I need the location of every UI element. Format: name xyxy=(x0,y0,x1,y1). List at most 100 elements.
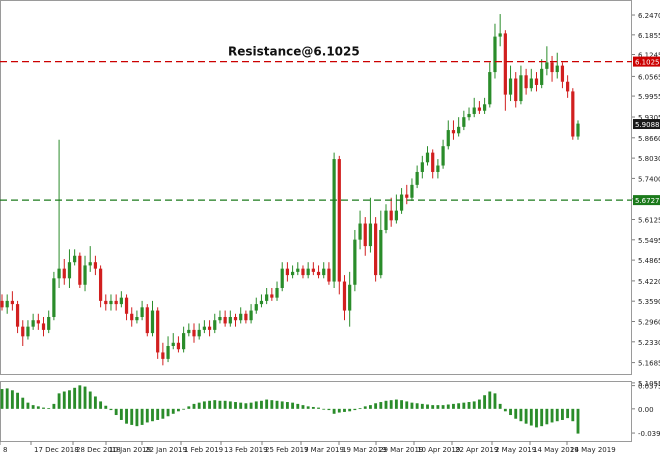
oscillator-bar xyxy=(213,400,217,409)
candle-body xyxy=(280,268,284,288)
oscillator-bar xyxy=(561,408,564,420)
candle-body xyxy=(57,268,61,279)
y-tick-label: 5.2960 xyxy=(638,319,660,327)
oscillator-bar xyxy=(10,390,14,409)
osc-y-tick-label: 0.00 xyxy=(638,406,654,414)
candle-body xyxy=(415,171,419,185)
oscillator-bar xyxy=(332,408,336,414)
x-tick-label: 22 Apr 2019 xyxy=(455,446,498,454)
candle-body xyxy=(182,333,186,350)
oscillator-bar xyxy=(566,408,570,419)
oscillator-bar xyxy=(358,408,362,410)
x-tick-label: 19 Mar 2019 xyxy=(342,446,386,454)
candle-body xyxy=(52,278,56,317)
oscillator-bar xyxy=(452,403,455,409)
oscillator-bar xyxy=(337,408,341,413)
osc-y-tick-label: 0.03757 xyxy=(638,383,660,391)
oscillator-bar xyxy=(125,408,128,424)
candle-body xyxy=(327,268,331,282)
resistance-annotation: Resistance@6.1025 xyxy=(228,45,360,59)
oscillator-bar xyxy=(415,403,419,409)
oscillator-bar xyxy=(462,402,466,409)
oscillator-bar xyxy=(239,402,243,409)
candle-body xyxy=(524,75,528,89)
y-tick-label: 6.2470 xyxy=(638,12,660,20)
candle-body xyxy=(498,33,502,37)
oscillator-bar xyxy=(301,405,305,409)
x-tick-label: 17 Dec 2018 xyxy=(34,446,79,454)
current-price-label: 5.9088 xyxy=(635,121,660,129)
candle-body xyxy=(389,210,393,221)
oscillator-bar xyxy=(296,403,300,409)
candle-body xyxy=(379,229,383,276)
candle-body xyxy=(529,78,533,89)
candle-body xyxy=(342,281,347,311)
candle-body xyxy=(254,304,258,311)
candle-body xyxy=(405,194,409,198)
oscillator-bar xyxy=(343,408,346,412)
candle-body xyxy=(477,107,482,111)
oscillator-bar xyxy=(140,408,144,425)
oscillator-bar xyxy=(197,402,201,409)
oscillator-bar xyxy=(244,403,248,409)
candle-body xyxy=(503,33,507,95)
candle-body xyxy=(457,126,461,134)
oscillator-bar xyxy=(317,407,320,409)
oscillator-bar xyxy=(529,408,533,426)
oscillator-bar xyxy=(47,408,51,410)
candle-body xyxy=(550,62,554,73)
candle-body xyxy=(239,313,243,321)
oscillator-bar xyxy=(228,401,232,409)
candle-body xyxy=(15,304,20,327)
oscillator-bar xyxy=(291,402,295,409)
oscillator-bar xyxy=(410,402,414,409)
overlay-layer: 6.1025 5.6727 Resistance@6.1025 5.9088 xyxy=(0,45,660,206)
oscillator-bar xyxy=(21,397,25,409)
candle-body xyxy=(93,262,98,269)
candle-body xyxy=(114,300,118,305)
candle-body xyxy=(171,342,175,346)
y-tick-label: 6.1245 xyxy=(638,52,660,60)
oscillator-bar xyxy=(57,393,61,409)
oscillator-bar xyxy=(99,401,103,409)
candle-body xyxy=(410,184,414,198)
candle-body xyxy=(98,268,103,301)
oscillator-bar xyxy=(166,408,170,417)
oscillator-bar xyxy=(514,408,518,419)
oscillator-bar xyxy=(400,400,403,409)
candle-body xyxy=(394,210,398,221)
y-tick-label: 5.7400 xyxy=(638,175,660,183)
oscillator-bar xyxy=(348,408,352,412)
oscillator-bar xyxy=(68,390,71,409)
oscillator-bar xyxy=(52,403,56,409)
candle-body xyxy=(228,316,232,324)
candle-body xyxy=(197,329,201,337)
candle-body xyxy=(207,326,212,330)
y-tick-label: 5.8030 xyxy=(638,155,660,163)
candle-body xyxy=(67,262,72,279)
candle-body xyxy=(161,352,165,359)
oscillator-bar xyxy=(493,393,497,409)
oscillator-bar xyxy=(498,403,502,409)
oscillator-bar xyxy=(192,403,196,409)
candle-body xyxy=(119,297,123,305)
candle-body xyxy=(425,152,430,163)
oscillator-bar xyxy=(36,406,40,409)
candle-body xyxy=(62,268,66,279)
candle-body xyxy=(493,36,497,73)
oscillator-bar xyxy=(5,388,9,409)
oscillator-bar xyxy=(156,408,160,420)
candle-body xyxy=(145,307,149,334)
candle-body xyxy=(83,265,87,285)
oscillator-bar xyxy=(457,403,461,409)
oscillator-bar xyxy=(353,408,357,411)
candle-body xyxy=(124,297,129,314)
oscillator-bar xyxy=(265,399,269,409)
candle-body xyxy=(399,194,404,211)
candle-body xyxy=(436,165,440,172)
oscillator-bar xyxy=(218,400,222,409)
oscillator-bar xyxy=(555,408,559,422)
